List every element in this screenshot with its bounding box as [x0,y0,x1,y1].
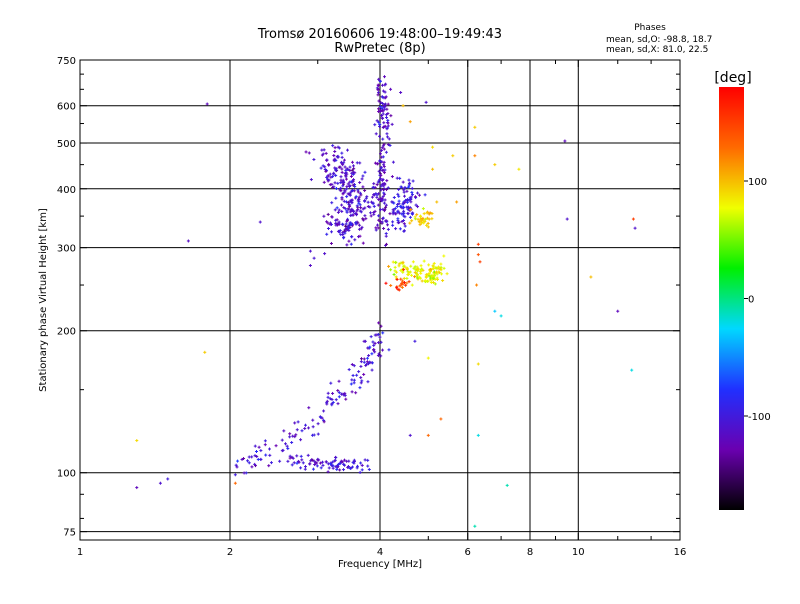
chart-subtitle: RwPretec (8p) [334,41,425,56]
x-tick-label: 2 [227,547,233,558]
y-tick-label: 750 [57,56,76,67]
y-tick-label: 500 [57,139,76,150]
colorbar-label: [deg] [714,70,751,86]
y-tick-label: 75 [63,528,76,539]
y-tick-label: 300 [57,244,76,255]
x-tick-label: 16 [674,547,687,558]
y-tick-label: 400 [57,185,76,196]
x-tick-label: 1 [77,547,83,558]
y-axis-label: Stationary phase Virtual Height [km] [38,208,49,392]
x-tick-label: 4 [377,547,383,558]
x-tick-label: 10 [572,547,585,558]
x-axis-label: Frequency [MHz] [338,559,422,570]
chart-title: Tromsø 20160606 19:48:00–19:49:43 [257,27,502,42]
phase-info-o-mode: mean, sd,O: -98.8, 18.7 [606,35,712,45]
colorbar-tick-label: 100 [748,177,767,188]
y-tick-label: 600 [57,102,76,113]
colorbar-tick-label: 0 [748,295,754,306]
x-tick-label: 6 [465,547,471,558]
colorbar-tick-label: -100 [748,412,771,423]
phase-info-heading: Phases [634,23,666,33]
x-tick-label: 8 [527,547,533,558]
y-tick-label: 200 [57,327,76,338]
colorbar-gradient [719,87,744,510]
y-tick-label: 100 [57,469,76,480]
phase-info-x-mode: mean, sd,X: 81.0, 22.5 [606,45,708,55]
